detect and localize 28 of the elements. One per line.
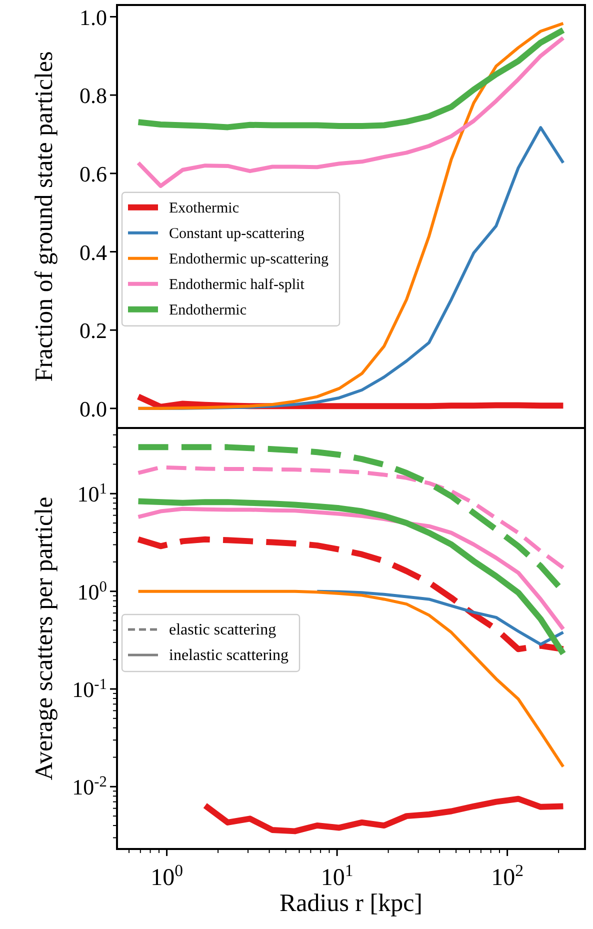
y-tick-label: 10$^{1}$ bbox=[77, 480, 107, 507]
legend-label: Exothermic bbox=[169, 200, 240, 216]
annotation: elastic scattering bbox=[169, 622, 276, 639]
legend-label: Endothermic bbox=[169, 302, 247, 318]
y-tick-label: 10$^{-2}$ bbox=[72, 773, 107, 800]
y-tick-label: 0.6 bbox=[80, 161, 107, 186]
line-series bbox=[136, 22, 565, 410]
x-tick-label: 10$^{2}$ bbox=[491, 860, 524, 891]
line-series bbox=[136, 590, 565, 768]
y-tick-label: 10$^{0}$ bbox=[77, 578, 108, 604]
y-tick-label: 0.8 bbox=[80, 83, 107, 108]
annotation: inelastic scattering bbox=[169, 647, 289, 664]
y-tick-label: 0.0 bbox=[80, 396, 107, 422]
legend-label: Endothermic half-split bbox=[169, 276, 306, 293]
legend-label: Endothermic up-scattering bbox=[169, 251, 330, 268]
y-axis-title: Average scatters per particle bbox=[31, 496, 58, 780]
y-tick-label: 0.4 bbox=[80, 240, 107, 265]
x-axis-title: Radius r [kpc] bbox=[279, 890, 423, 917]
line-series bbox=[136, 36, 566, 188]
line-series bbox=[136, 465, 566, 570]
y-axis-title: Fraction of ground state particles bbox=[31, 51, 58, 382]
x-tick-label: 10$^{0}$ bbox=[150, 860, 183, 891]
line-series bbox=[316, 590, 565, 646]
legend-label: Constant up-scattering bbox=[169, 226, 305, 242]
y-tick-label: 1.0 bbox=[80, 4, 107, 30]
y-tick-label: 0.2 bbox=[80, 318, 107, 344]
y-tick-label: 10$^{-1}$ bbox=[72, 675, 107, 702]
x-tick-label: 10$^{1}$ bbox=[320, 860, 354, 891]
